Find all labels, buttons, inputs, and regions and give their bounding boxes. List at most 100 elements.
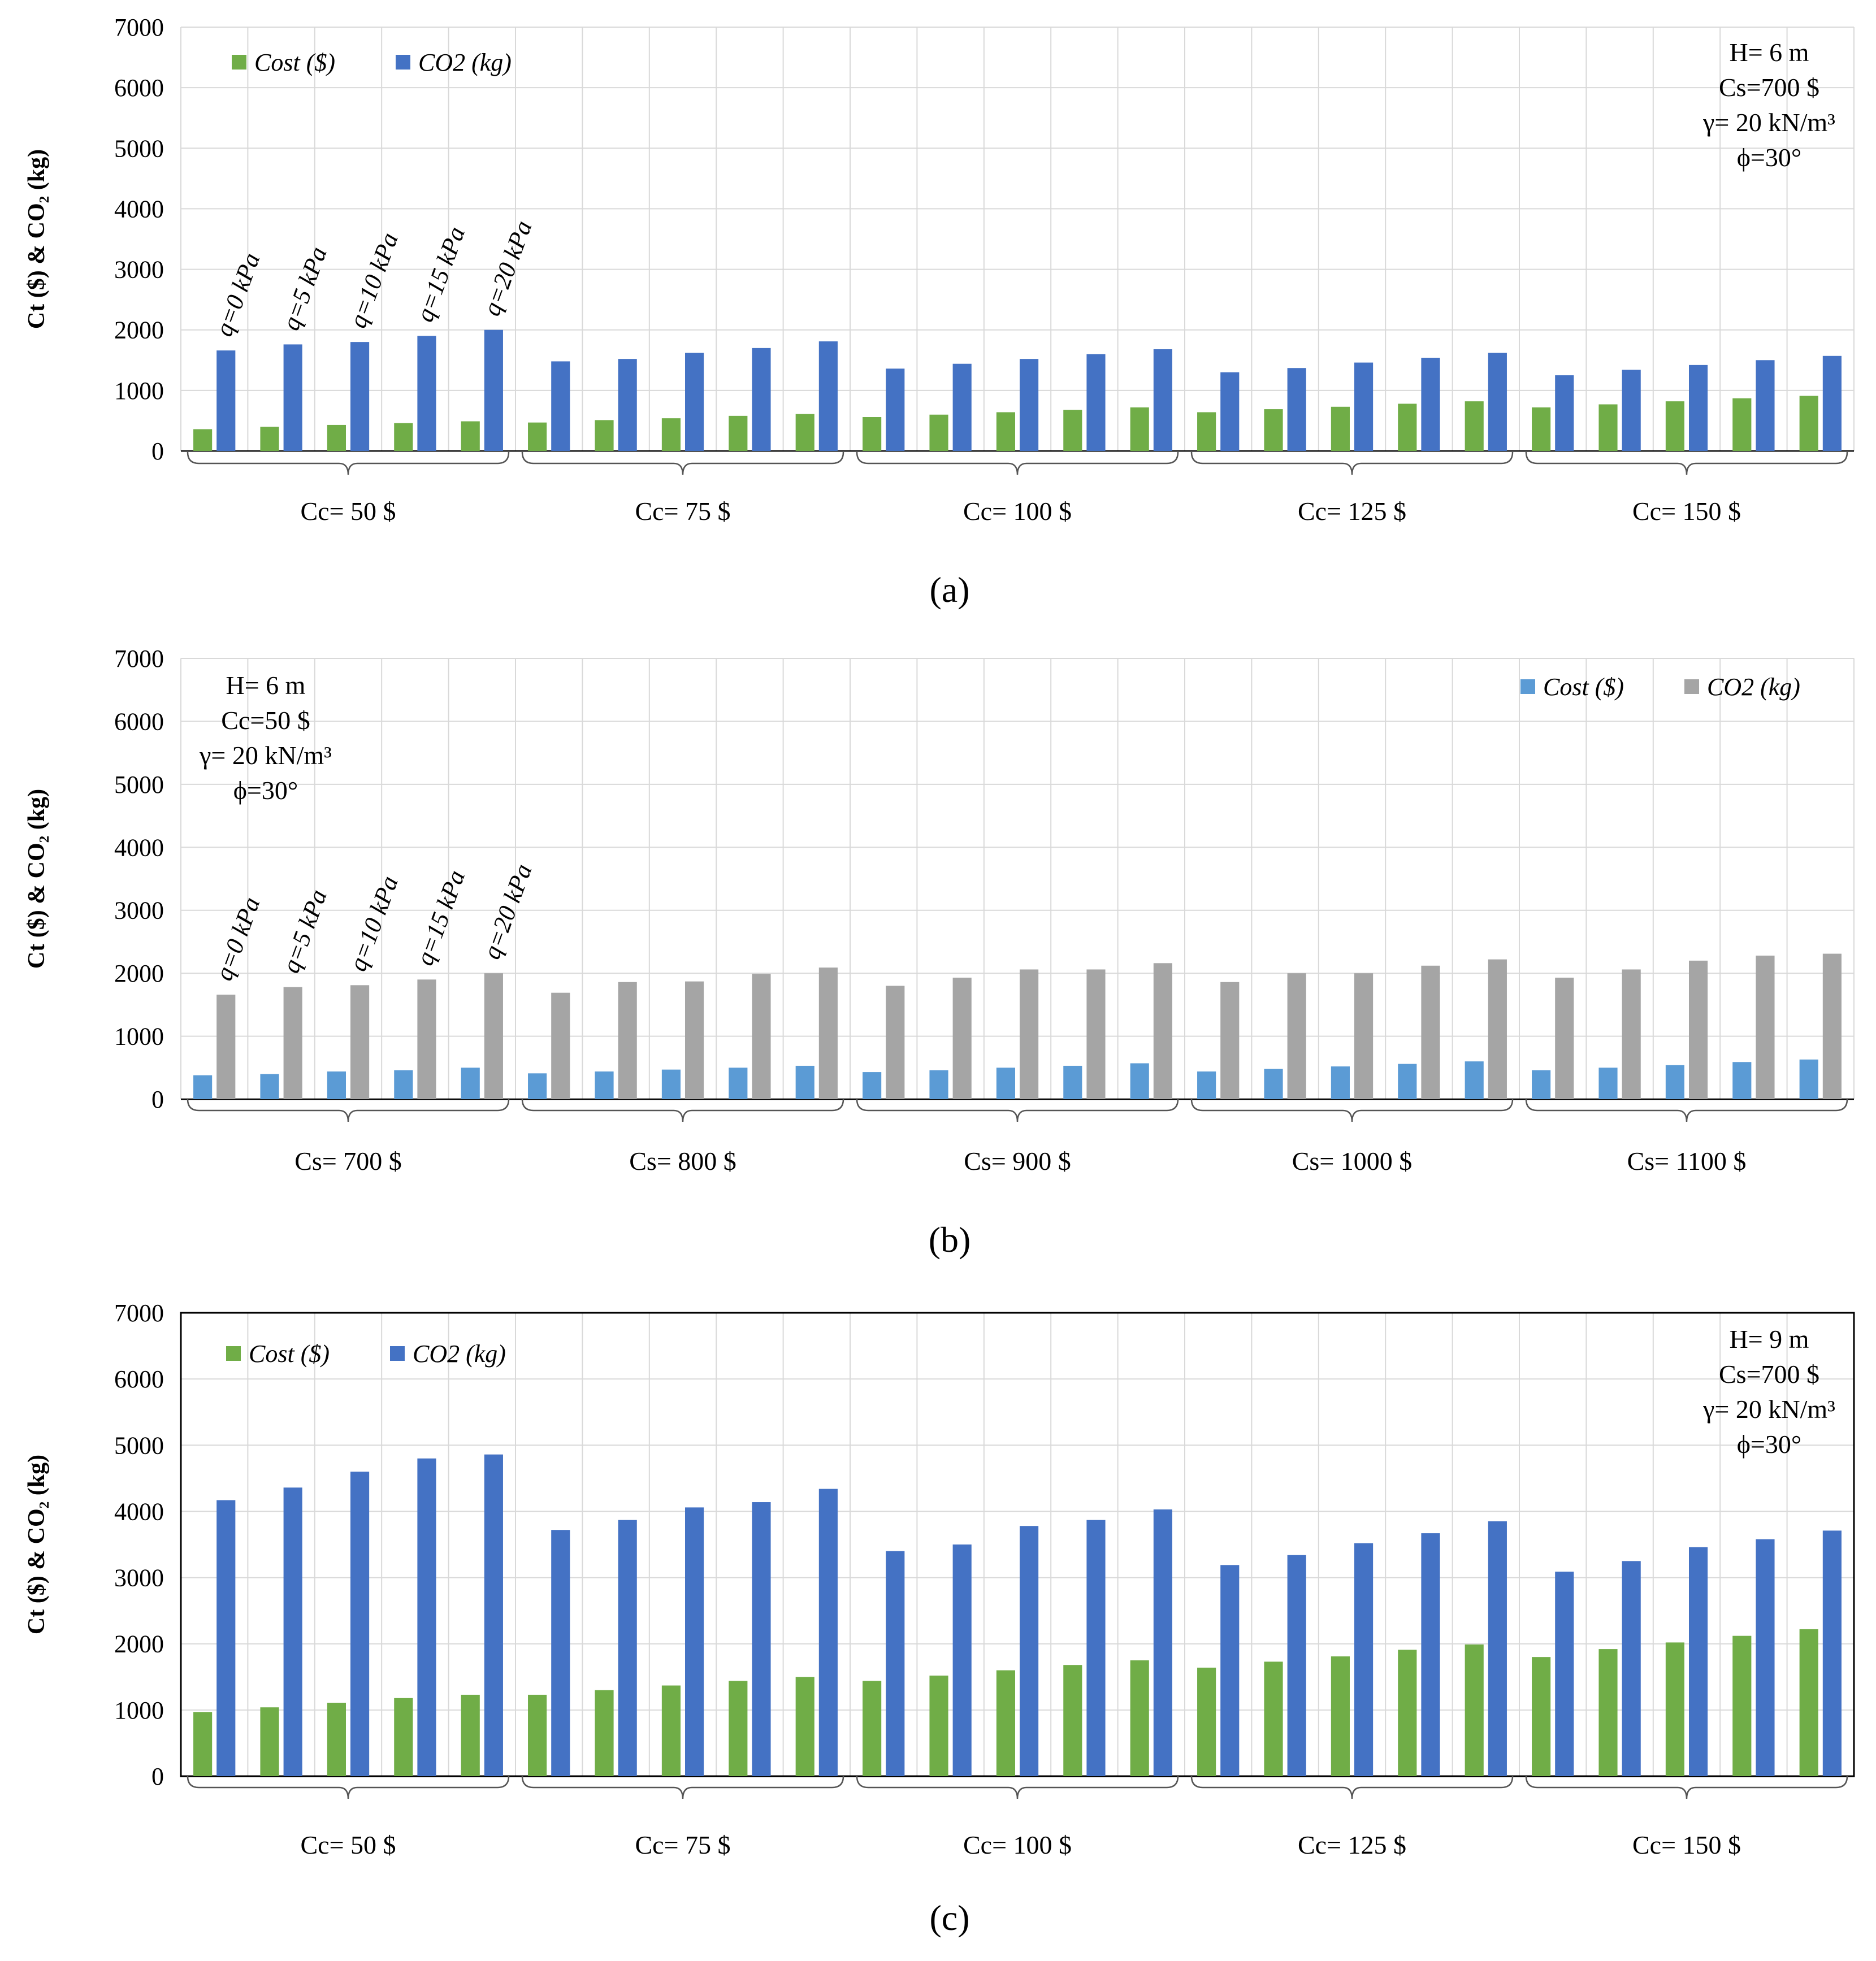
bar-co2 xyxy=(886,986,905,1099)
parameter-text: Cs=700 $ xyxy=(1719,1360,1819,1389)
y-tick-label: 4000 xyxy=(114,195,164,223)
y-tick-label: 6000 xyxy=(114,74,164,102)
bar-cost xyxy=(327,424,346,451)
group-label: Cs= 1000 $ xyxy=(1292,1147,1413,1175)
bar-co2 xyxy=(551,1530,570,1776)
bar-co2 xyxy=(551,992,570,1099)
bar-co2 xyxy=(886,1551,905,1776)
bar-co2 xyxy=(1354,1543,1374,1776)
group-brace xyxy=(1525,1099,1848,1122)
bar-co2 xyxy=(1220,1565,1240,1776)
q-label: q=10 kPa xyxy=(344,229,404,331)
bar-cost xyxy=(1130,407,1149,451)
bar-co2 xyxy=(1354,362,1374,451)
parameter-text: γ= 20 kN/m³ xyxy=(1702,1395,1835,1424)
bar-cost xyxy=(1398,1650,1417,1776)
q-label: q=5 kPa xyxy=(277,886,332,977)
bar-cost xyxy=(394,423,413,451)
bar-co2 xyxy=(618,982,637,1099)
bar-cost xyxy=(528,1694,547,1776)
bar-cost xyxy=(260,1707,279,1776)
bar-cost xyxy=(461,1694,480,1776)
y-axis-label: Ct ($) & CO₂ (kg) xyxy=(24,789,50,969)
parameter-text: H= 9 m xyxy=(1730,1325,1809,1353)
q-label: q=5 kPa xyxy=(277,243,332,334)
bar-cost xyxy=(327,1702,346,1776)
legend-swatch-cost xyxy=(232,55,246,70)
bar-cost xyxy=(260,1074,279,1099)
bar-cost xyxy=(528,422,547,451)
group-brace xyxy=(1190,452,1514,475)
panel-label: (a) xyxy=(929,570,969,610)
group-label: Cc= 100 $ xyxy=(963,497,1072,526)
bar-co2 xyxy=(685,353,704,451)
bar-co2 xyxy=(886,368,905,451)
bar-co2 xyxy=(1822,953,1842,1099)
bar-cost xyxy=(1130,1063,1149,1099)
bar-co2 xyxy=(1622,1561,1641,1776)
bar-cost xyxy=(661,1069,681,1099)
bar-co2 xyxy=(1421,965,1440,1099)
bar-co2 xyxy=(350,985,370,1099)
bar-cost xyxy=(661,418,681,451)
group-label: Cs= 700 $ xyxy=(294,1147,402,1175)
y-tick-label: 0 xyxy=(151,1086,164,1113)
legend-swatch-co2 xyxy=(1684,679,1699,694)
bar-cost xyxy=(394,1070,413,1099)
bar-co2 xyxy=(685,1507,704,1776)
group-brace xyxy=(1190,1099,1514,1122)
group-brace xyxy=(1525,452,1848,475)
bar-cost xyxy=(461,421,480,451)
parameter-text: ϕ=30° xyxy=(1737,143,1802,172)
bar-co2 xyxy=(1622,969,1641,1099)
bar-co2 xyxy=(1220,982,1240,1099)
bar-co2 xyxy=(283,987,302,1099)
y-tick-label: 4000 xyxy=(114,1498,164,1525)
bar-cost xyxy=(729,1068,748,1099)
bar-co2 xyxy=(283,1487,302,1776)
bar-co2 xyxy=(752,348,771,451)
bar-co2 xyxy=(1689,365,1708,451)
group-label: Cc= 125 $ xyxy=(1298,1830,1406,1859)
bar-cost xyxy=(1598,1649,1618,1776)
group-brace xyxy=(521,1099,844,1122)
bar-cost xyxy=(929,1675,948,1776)
bar-cost xyxy=(1331,406,1350,451)
bar-cost xyxy=(1799,1059,1818,1099)
parameter-text: Cs=700 $ xyxy=(1719,73,1819,102)
bar-cost xyxy=(1331,1656,1350,1776)
group-label: Cc= 150 $ xyxy=(1632,1830,1741,1859)
bar-co2 xyxy=(216,350,236,451)
bar-co2 xyxy=(1756,1539,1775,1776)
bar-co2 xyxy=(1421,358,1440,451)
bar-co2 xyxy=(752,974,771,1099)
bar-cost xyxy=(1331,1066,1350,1099)
bar-cost xyxy=(595,1690,614,1776)
panel-label: (b) xyxy=(929,1220,971,1260)
bar-cost xyxy=(996,1068,1015,1099)
bar-co2 xyxy=(1354,973,1374,1099)
bar-co2 xyxy=(685,981,704,1099)
bar-co2 xyxy=(551,361,570,451)
bar-cost xyxy=(1264,1661,1283,1776)
bar-co2 xyxy=(618,1520,637,1776)
bar-cost xyxy=(260,427,279,451)
bar-co2 xyxy=(283,344,302,451)
q-label: q=15 kPa xyxy=(410,223,470,326)
bar-cost xyxy=(1732,1635,1752,1776)
bar-co2 xyxy=(952,977,972,1099)
bar-co2 xyxy=(952,1544,972,1776)
bar-cost xyxy=(595,1071,614,1099)
legend-swatch-co2 xyxy=(390,1346,405,1361)
bar-cost xyxy=(1732,398,1752,451)
bar-co2 xyxy=(484,973,503,1099)
group-brace xyxy=(856,452,1179,475)
bar-co2 xyxy=(1020,1526,1039,1776)
legend-label: CO2 (kg) xyxy=(413,1340,506,1368)
bar-co2 xyxy=(618,359,637,451)
bar-cost xyxy=(461,1068,480,1099)
legend-label: CO2 (kg) xyxy=(1707,673,1800,701)
bar-co2 xyxy=(1421,1533,1440,1776)
bar-cost xyxy=(729,415,748,451)
